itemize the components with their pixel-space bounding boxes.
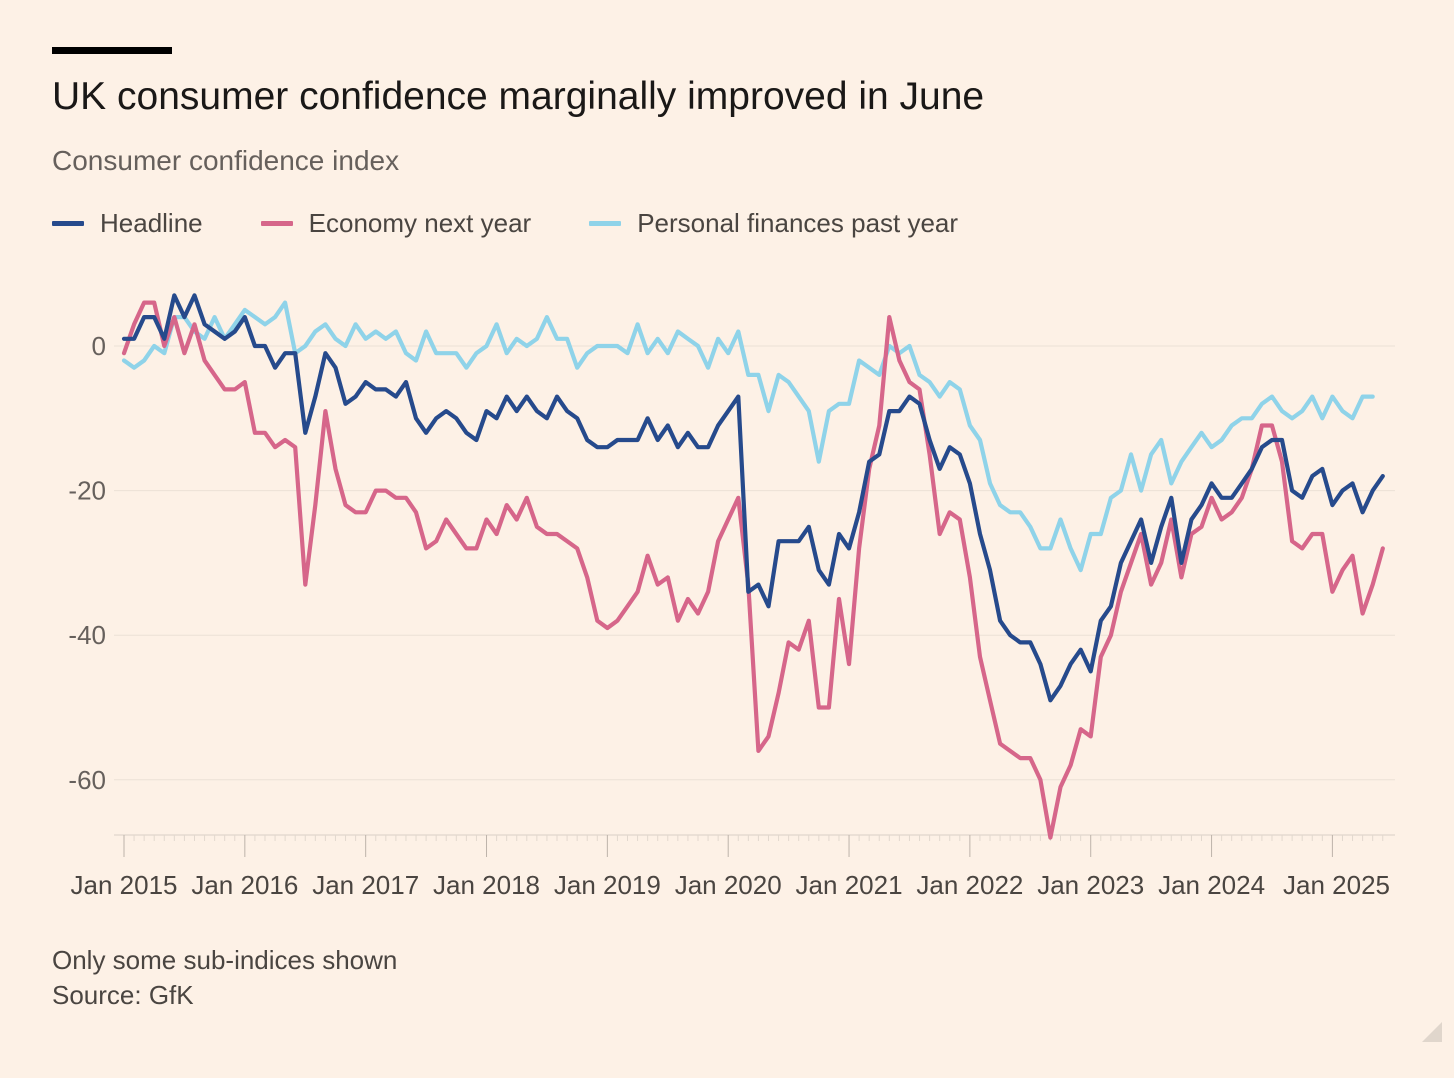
x-tick-label: Jan 2023 — [1037, 870, 1144, 900]
chart-subtitle: Consumer confidence index — [52, 145, 400, 176]
legend-label-economy: Economy next year — [308, 207, 532, 238]
source-note: Source: GfK — [52, 980, 194, 1010]
y-tick-label: -40 — [68, 620, 106, 650]
series-line-headline — [121, 293, 1385, 703]
x-tick-label: Jan 2025 — [1283, 870, 1390, 900]
legend-item-economy: Economy next year — [260, 207, 532, 239]
series-line-personal-finances-past-year — [121, 300, 1375, 573]
chart-title: UK consumer confidence marginally improv… — [52, 75, 985, 118]
x-tick-label: Jan 2018 — [433, 870, 540, 900]
y-tick-label: -20 — [68, 476, 106, 506]
legend-swatch-economy — [260, 220, 293, 226]
title-rule — [52, 47, 172, 54]
y-axis: 0 -20 -40 -60 — [68, 331, 106, 795]
legend-swatch-personal-finances — [589, 220, 622, 226]
legend-item-personal-finances: Personal finances past year — [589, 208, 958, 239]
gridlines — [114, 345, 1395, 781]
x-axis: Jan 2015 Jan 2016 Jan 2017 Jan 2018 Jan 2019… — [71, 834, 1395, 900]
x-tick-label: Jan 2017 — [312, 870, 419, 900]
resize-corner-icon — [1422, 1022, 1442, 1042]
y-tick-label: 0 — [92, 331, 106, 361]
x-tick-label: Jan 2022 — [916, 870, 1023, 900]
legend-label-personal-finances: Personal finances past year — [637, 207, 959, 238]
x-tick-label: Jan 2016 — [191, 870, 298, 900]
legend: Headline Economy next year Personal fina… — [52, 205, 1016, 241]
x-tick-label: Jan 2020 — [675, 870, 782, 900]
x-tick-label: Jan 2015 — [71, 870, 178, 900]
legend-item-headline: Headline — [52, 208, 203, 239]
x-tick-label: Jan 2024 — [1158, 870, 1265, 900]
y-tick-label: -60 — [68, 765, 106, 795]
series-lines — [121, 293, 1385, 840]
series-line-economy-next-year — [121, 300, 1385, 840]
legend-swatch-headline — [52, 220, 84, 226]
legend-label-headline: Headline — [100, 207, 203, 238]
footnote: Only some sub-indices shown — [52, 945, 398, 975]
x-tick-label: Jan 2021 — [796, 870, 903, 900]
x-tick-label: Jan 2019 — [554, 870, 661, 900]
